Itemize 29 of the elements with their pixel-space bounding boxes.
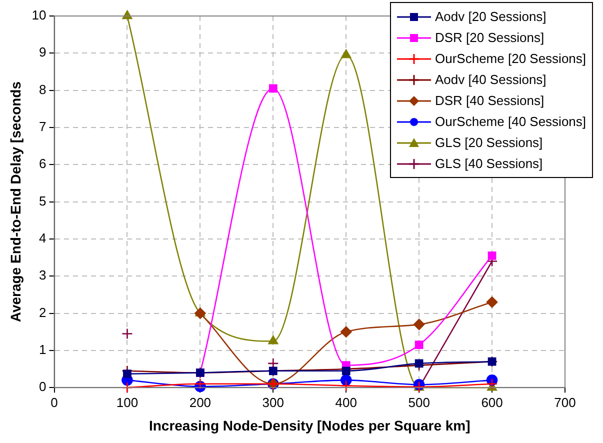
y-tick-label: 4 [39, 230, 46, 246]
x-tick-label: 500 [408, 394, 430, 410]
x-tick-label: 700 [554, 394, 576, 410]
legend-label: OurScheme [20 Sessions] [435, 51, 586, 66]
legend-label: DSR [40 Sessions] [435, 93, 544, 108]
x-tick-label: 100 [116, 394, 138, 410]
y-tick-label: 6 [39, 156, 46, 172]
y-tick-label: 1 [39, 342, 46, 358]
x-tick-label: 200 [189, 394, 212, 410]
y-tick-label: 7 [39, 119, 46, 134]
legend-label: GLS [20 Sessions] [435, 135, 543, 150]
y-tick-label: 2 [39, 304, 46, 320]
y-tick-label: 8 [39, 82, 46, 97]
y-tick-label: 0 [39, 379, 46, 394]
y-tick-label: 10 [32, 8, 46, 23]
y-tick-label: 3 [39, 268, 46, 283]
x-tick-label: 0 [50, 394, 58, 410]
legend-label: OurScheme [40 Sessions] [435, 114, 586, 129]
legend-label: GLS [40 Sessions] [435, 156, 543, 171]
x-tick-label: 600 [481, 394, 503, 410]
legend-label: DSR [20 Sessions] [435, 30, 544, 45]
legend-label: Aodv [40 Sessions] [435, 72, 546, 87]
legend-label: Aodv [20 Sessions] [435, 9, 546, 24]
x-tick-label: 400 [335, 394, 357, 410]
x-tick-label: 300 [262, 394, 284, 410]
x-axis-title: Increasing Node-Density [Nodes per Square km] [148, 417, 470, 434]
y-tick-label: 5 [39, 193, 46, 208]
y-tick-label: 9 [39, 44, 46, 60]
y-axis-title: Average End-to-End Delay [seconds [7, 81, 24, 322]
